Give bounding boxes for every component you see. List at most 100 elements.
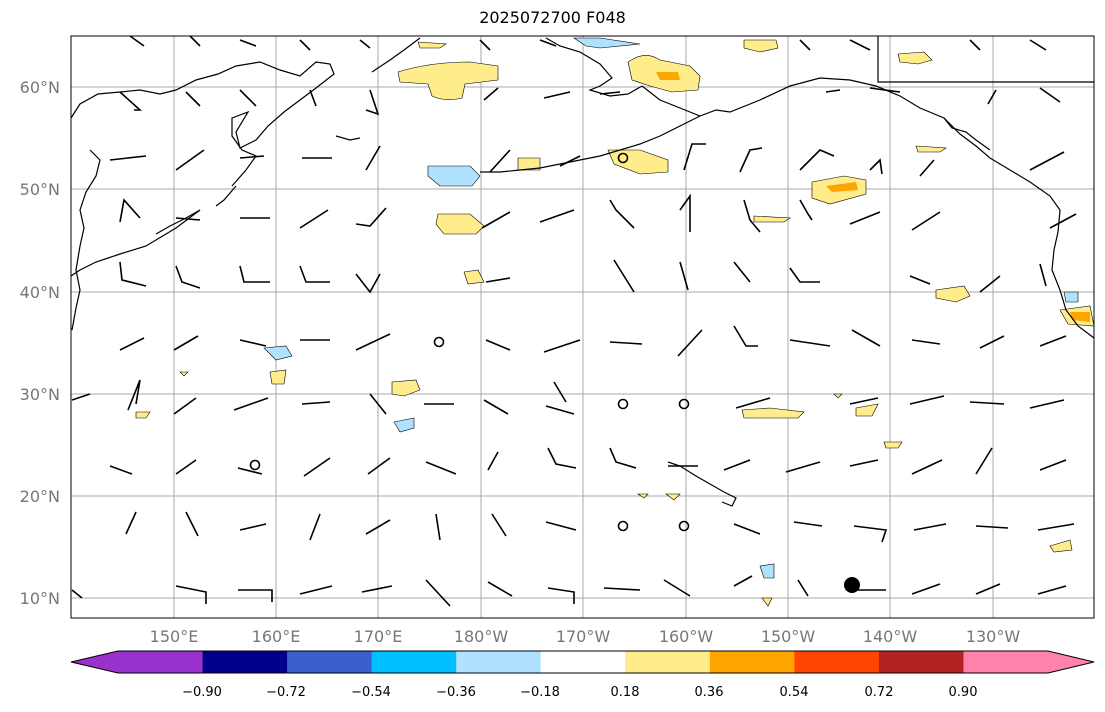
colorbar-tick-label: −0.72 [266, 685, 306, 700]
colorbar-extend-min [71, 651, 118, 673]
barb [119, 259, 1047, 294]
barb [71, 575, 1067, 607]
colorbar-segment [202, 651, 288, 673]
lon-label: 160°E [252, 627, 301, 646]
barb [119, 87, 1061, 116]
coast-aleutians [480, 149, 621, 173]
coast-asia-north [70, 61, 335, 187]
patch-yellow-w1 [269, 369, 287, 385]
colorbar-tick-label: −0.54 [351, 685, 391, 700]
patch-orange-alaska [656, 72, 680, 80]
patch-yellow-bc [915, 145, 947, 153]
barb [125, 511, 1075, 543]
wind-barbs [71, 35, 1077, 607]
patch-yellow-w2 [391, 379, 421, 397]
calm-circle [249, 459, 261, 471]
coast-hawaii [667, 461, 737, 507]
lon-label: 170°W [556, 627, 611, 646]
patch-blue-aleutian [427, 165, 481, 187]
patch-orange-ca2 [1070, 312, 1090, 322]
calm-markers [249, 152, 690, 532]
barb [119, 325, 1067, 357]
patch-yellow-north2 [897, 51, 933, 65]
patch-yellow-tiny1 [179, 371, 189, 377]
lat-label: 60°N [20, 78, 60, 97]
patch-yellow-ca1 [935, 285, 971, 303]
patch-orange-gulf2 [826, 182, 858, 192]
patch-yellow-hi3 [883, 441, 903, 449]
coast-alaska-peninsula [619, 115, 701, 151]
patch-blue-ca [1063, 291, 1079, 303]
patch-yellow-north3 [417, 41, 447, 49]
patch-blue-w1 [263, 345, 293, 361]
coast-alaska-west [545, 37, 643, 97]
coast-chukotka [371, 37, 421, 73]
patch-yellow-mid2 [463, 269, 485, 285]
colorbar-segment [794, 651, 880, 673]
colorbar-segment [963, 651, 1049, 673]
patch-yellow-se2 [761, 597, 773, 607]
lat-label: 30°N [20, 385, 60, 404]
colorbar-segment [878, 651, 964, 673]
calm-circle [678, 520, 690, 532]
lon-label: 170°E [354, 627, 403, 646]
colorbar-tick-label: −0.90 [182, 685, 222, 700]
colorbar-segment [118, 651, 204, 673]
longitude-labels: 150°E 160°E 170°E 180°W 170°W 160°W 150°… [150, 627, 1021, 646]
colorbar-tick-labels: −0.90 −0.72 −0.54 −0.36 −0.18 0.18 0.36 … [182, 685, 977, 700]
patch-yellow-hi4 [637, 493, 649, 499]
coast-alaska-south [641, 77, 1095, 339]
colorbar-tick-label: −0.18 [520, 685, 560, 700]
colorbar-extend-max [1048, 651, 1094, 673]
plot-frame [70, 35, 1095, 619]
lon-label: 180°W [454, 627, 509, 646]
colorbar-segment [371, 651, 457, 673]
colorbar-tick-label: −0.36 [436, 685, 476, 700]
patch-yellow-se [1049, 539, 1073, 553]
shaded-contours [135, 37, 1095, 607]
lon-label: 150°W [761, 627, 816, 646]
barb [109, 143, 1065, 177]
coast-kuril [155, 209, 201, 235]
colorbar-tick-label: 0.36 [695, 685, 724, 700]
colorbar-segment [625, 651, 711, 673]
patch-yellow-bering [397, 61, 499, 100]
coastlines [70, 36, 1095, 507]
colorbar-tick-label: 0.72 [865, 685, 894, 700]
storm-marker [844, 577, 860, 593]
patch-blue-w2 [393, 417, 415, 433]
barb [71, 379, 1065, 415]
patch-yellow-hi2 [855, 403, 879, 417]
colorbar-segment [709, 651, 795, 673]
lon-label: 140°W [863, 627, 918, 646]
colorbar-tick-label: 0.18 [611, 685, 640, 700]
patch-yellow-mid3 [753, 215, 791, 223]
patch-blue-se [759, 563, 775, 579]
colorbar-tick-label: 0.90 [949, 685, 978, 700]
patch-yellow-hi5 [665, 493, 681, 501]
patch-yellow-north1 [743, 39, 779, 53]
barb [129, 35, 1047, 51]
lat-label: 20°N [20, 487, 60, 506]
barb [119, 193, 1077, 233]
patch-yellow-gulf1 [607, 149, 669, 175]
patch-yellow-tiny2 [833, 393, 843, 399]
latitude-labels: 60°N 50°N 40°N 30°N 20°N 10°N [20, 78, 60, 608]
barb [109, 447, 1067, 477]
calm-circle [433, 336, 445, 348]
coast-kamchatka [215, 185, 237, 207]
patch-yellow-sw [135, 411, 151, 419]
calm-circle [617, 398, 629, 410]
calm-circle [617, 520, 629, 532]
colorbar-outline [70, 650, 1095, 674]
patch-yellow-aleutian [517, 157, 541, 171]
calm-circle [678, 398, 690, 410]
calm-circle [617, 152, 629, 164]
border-canada [877, 36, 1094, 83]
colorbar [70, 650, 1095, 674]
lat-label: 40°N [20, 283, 60, 302]
colorbar-tick-label: 0.54 [780, 685, 809, 700]
lat-label: 10°N [20, 589, 60, 608]
lon-label: 160°W [659, 627, 714, 646]
patch-blue-north [573, 37, 641, 49]
